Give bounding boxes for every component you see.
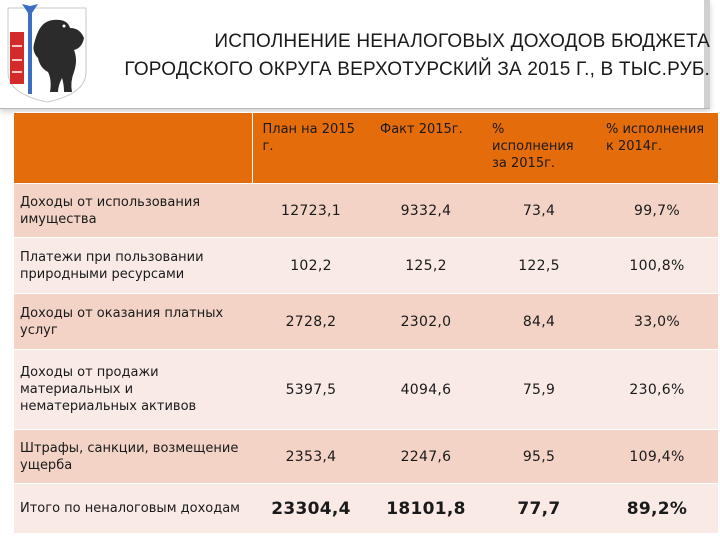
cell-pct-2015: 122,5 xyxy=(482,237,596,294)
title-line-2: ГОРОДСКОГО ОКРУГА ВЕРХОТУРСКИЙ ЗА 2015 Г… xyxy=(124,59,710,80)
coat-of-arms-icon xyxy=(7,4,87,103)
cell-pct-2015: 73,4 xyxy=(482,183,596,238)
table-row: Доходы от оказания платных услуг 2728,2 … xyxy=(14,293,718,350)
column-header-fact: Факт 2015г. xyxy=(370,112,482,184)
total-plan: 23304,4 xyxy=(252,483,370,534)
cell-plan: 5397,5 xyxy=(252,349,370,430)
cell-plan: 12723,1 xyxy=(252,183,370,238)
table-header-row: План на 2015 г. Факт 2015г. % исполнения… xyxy=(14,112,718,184)
revenue-table: План на 2015 г. Факт 2015г. % исполнения… xyxy=(14,112,718,534)
column-header-pct-2014: % исполнения к 2014г. xyxy=(596,112,718,184)
table-row: Доходы от использования имущества 12723,… xyxy=(14,183,718,238)
table-row: Штрафы, санкции, возмещение ущерба 2353,… xyxy=(14,429,718,484)
row-label: Доходы от использования имущества xyxy=(14,183,252,238)
table-row: Платежи при пользовании природными ресур… xyxy=(14,237,718,294)
cell-fact: 4094,6 xyxy=(370,349,482,430)
cell-plan: 2728,2 xyxy=(252,293,370,350)
cell-pct-2015: 75,9 xyxy=(482,349,596,430)
row-label: Штрафы, санкции, возмещение ущерба xyxy=(14,429,252,484)
cell-pct-2014: 99,7% xyxy=(596,183,718,238)
column-header-pct-2015: % исполнения за 2015г. xyxy=(482,112,596,184)
cell-pct-2014: 109,4% xyxy=(596,429,718,484)
total-label: Итого по неналоговым доходам xyxy=(14,483,252,534)
title-frame-edge xyxy=(704,0,710,108)
title-frame xyxy=(0,0,710,109)
cell-fact: 9332,4 xyxy=(370,183,482,238)
total-pct-2015: 77,7 xyxy=(482,483,596,534)
table-total-row: Итого по неналоговым доходам 23304,4 181… xyxy=(14,483,718,534)
table-row: Доходы от продажи материальных и нематер… xyxy=(14,349,718,430)
row-label: Платежи при пользовании природными ресур… xyxy=(14,237,252,294)
title-line-1: ИСПОЛНЕНИЕ НЕНАЛОГОВЫХ ДОХОДОВ БЮДЖЕТА xyxy=(214,31,710,52)
cell-pct-2014: 230,6% xyxy=(596,349,718,430)
total-fact: 18101,8 xyxy=(370,483,482,534)
row-label: Доходы от продажи материальных и нематер… xyxy=(14,349,252,430)
row-label: Доходы от оказания платных услуг xyxy=(14,293,252,350)
cell-fact: 2302,0 xyxy=(370,293,482,350)
column-header-plan: План на 2015 г. xyxy=(252,112,370,184)
cell-fact: 2247,6 xyxy=(370,429,482,484)
total-pct-2014: 89,2% xyxy=(596,483,718,534)
cell-pct-2014: 33,0% xyxy=(596,293,718,350)
cell-pct-2014: 100,8% xyxy=(596,237,718,294)
cell-pct-2015: 95,5 xyxy=(482,429,596,484)
header-blank-cell xyxy=(14,112,253,184)
page-title: ИСПОЛНЕНИЕ НЕНАЛОГОВЫХ ДОХОДОВ БЮДЖЕТА Г… xyxy=(100,28,710,84)
cell-pct-2015: 84,4 xyxy=(482,293,596,350)
cell-plan: 102,2 xyxy=(252,237,370,294)
cell-fact: 125,2 xyxy=(370,237,482,294)
revenue-table-container: План на 2015 г. Факт 2015г. % исполнения… xyxy=(14,112,718,534)
cell-plan: 2353,4 xyxy=(252,429,370,484)
